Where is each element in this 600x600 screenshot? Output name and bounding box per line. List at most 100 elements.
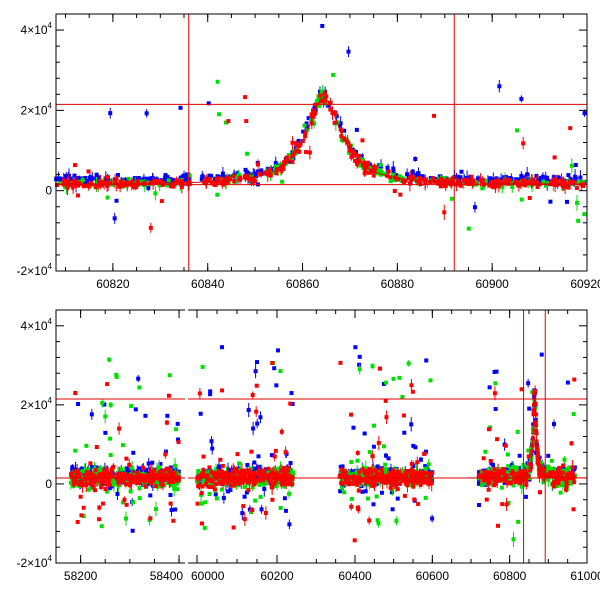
data-point [506, 464, 511, 469]
data-point [430, 471, 435, 476]
data-point [323, 101, 328, 106]
data-point [148, 180, 153, 185]
data-point [88, 476, 93, 481]
data-point [84, 469, 89, 474]
data-point [386, 477, 391, 482]
data-point [511, 464, 516, 469]
data-point [256, 162, 261, 167]
data-point [268, 173, 273, 178]
data-point [121, 183, 126, 188]
data-point [220, 171, 225, 176]
data-point [135, 471, 140, 476]
data-point [533, 389, 538, 394]
data-point [357, 483, 362, 488]
data-point [504, 467, 509, 472]
data-point [235, 452, 240, 457]
data-point [481, 456, 486, 461]
data-point [255, 360, 260, 365]
data-point [436, 181, 441, 186]
data-point [101, 501, 106, 506]
data-point [99, 485, 104, 490]
data-point [103, 177, 108, 182]
data-point [164, 466, 169, 471]
data-point [421, 177, 426, 182]
data-point [411, 473, 416, 478]
data-point [131, 450, 136, 455]
data-point [290, 401, 295, 406]
data-point [371, 444, 376, 449]
data-point [242, 517, 247, 522]
data-point [79, 480, 84, 485]
data-point [384, 415, 389, 420]
data-point [552, 481, 557, 486]
data-point [514, 465, 519, 470]
data-point [137, 466, 142, 471]
data-point [169, 508, 174, 513]
data-point [331, 72, 336, 77]
data-point [535, 185, 540, 190]
data-point [266, 466, 271, 471]
data-point [396, 473, 401, 478]
y-tick-label: -2×104 [17, 262, 53, 278]
data-point [110, 480, 115, 485]
data-point [114, 374, 119, 379]
data-point [484, 473, 489, 478]
data-point [166, 393, 171, 398]
data-point [493, 381, 498, 386]
data-point [173, 468, 178, 473]
x-axis-segment: 60000 60200 [191, 310, 294, 583]
data-point [562, 457, 567, 462]
data-point [283, 508, 288, 513]
x-tick-label: 60200 [260, 569, 294, 583]
data-point [520, 478, 525, 483]
x-tick-label: 60840 [191, 277, 225, 291]
data-point [464, 181, 469, 186]
data-point [541, 480, 546, 485]
data-point [581, 180, 586, 185]
data-point [366, 471, 371, 476]
data-point [469, 174, 474, 179]
data-point [155, 179, 160, 184]
data-point [556, 474, 561, 479]
data-point [424, 358, 429, 363]
data-point [349, 460, 354, 465]
data-point [415, 460, 420, 465]
data-point [404, 474, 409, 479]
data-point [282, 465, 287, 470]
data-point [218, 457, 223, 462]
data-point [199, 177, 204, 182]
data-point [94, 172, 99, 177]
data-point [359, 154, 364, 159]
data-point [481, 473, 486, 478]
data-point [503, 478, 508, 483]
data-point [367, 467, 372, 472]
data-point [83, 477, 88, 482]
data-point [207, 465, 212, 470]
data-point [418, 182, 423, 187]
data-point [116, 472, 121, 477]
top-axes: -2×104 0 2×104 4×104 60820 60840 60860 60880 609… [17, 14, 600, 291]
data-point [96, 481, 101, 486]
data-point [486, 467, 491, 472]
data-point [238, 471, 243, 476]
data-point [523, 469, 528, 474]
data-point [200, 484, 205, 489]
data-point [274, 167, 279, 172]
data-point [354, 127, 359, 132]
data-point [246, 174, 251, 179]
top-data-points [54, 23, 587, 233]
data-point [103, 414, 108, 419]
data-point [65, 180, 70, 185]
data-point [552, 466, 557, 471]
data-point [358, 478, 363, 483]
data-point [120, 474, 125, 479]
data-point [272, 481, 277, 486]
data-point [172, 471, 177, 476]
data-point [551, 177, 556, 182]
data-point [370, 477, 375, 482]
data-point [378, 172, 383, 177]
data-point [479, 470, 484, 475]
data-point [228, 476, 233, 481]
data-point [166, 178, 171, 183]
